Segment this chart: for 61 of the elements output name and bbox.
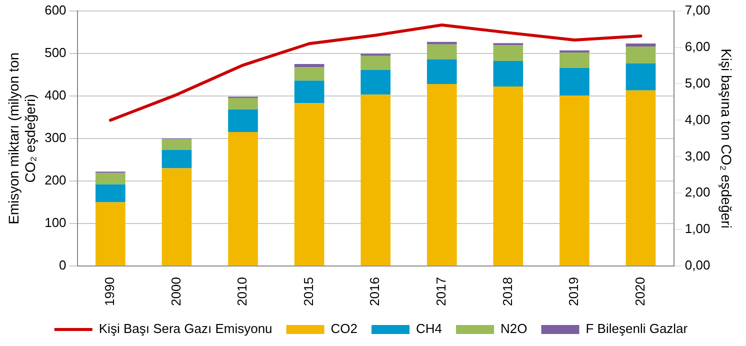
bar	[426, 59, 457, 84]
y2-tick-label: 6,00	[684, 38, 710, 54]
legend-label: N2O	[500, 321, 528, 336]
y-tick-label: 300	[44, 130, 66, 146]
legend-label: Kişi Başı Sera Gazı Emisyonu	[98, 321, 272, 336]
bar	[228, 110, 258, 132]
x-tick-label: 2015	[300, 277, 316, 306]
x-tick-label: 2019	[566, 277, 582, 306]
bar	[228, 132, 258, 266]
bar	[360, 56, 391, 70]
bar	[426, 42, 457, 44]
bar	[493, 86, 524, 266]
x-tick-label: 1990	[102, 277, 118, 306]
y-tick-label: 500	[44, 44, 66, 60]
bar	[294, 80, 324, 104]
bar	[162, 150, 192, 168]
y2-tick-label: 0,00	[684, 258, 710, 273]
y2-tick-label: 7,00	[684, 2, 710, 18]
bar	[96, 202, 126, 266]
y-tick-label: 0	[59, 258, 66, 273]
bar	[626, 44, 656, 47]
bar	[162, 168, 192, 266]
y2-axis-title: Kişi başına ton CO₂ eşdeğeri	[718, 48, 735, 228]
y2-tick-label: 5,00	[684, 75, 710, 90]
bar	[294, 103, 324, 266]
bar	[360, 70, 391, 95]
y-tick-label: 600	[44, 2, 66, 18]
bar	[426, 84, 457, 266]
bar	[626, 90, 656, 266]
x-tick-label: 2000	[168, 277, 184, 306]
y2-tick-label: 3,00	[684, 148, 710, 164]
y-tick-label: 200	[44, 172, 66, 188]
y-tick-label: 400	[44, 87, 66, 102]
x-tick-label: 2018	[500, 277, 515, 306]
bar	[96, 172, 126, 184]
bar	[493, 61, 524, 87]
y2-tick-label: 2,00	[684, 184, 710, 200]
x-tick-label: 2016	[367, 277, 382, 306]
x-tick-label: 2010	[234, 277, 250, 306]
bar	[560, 95, 590, 266]
y-axis-title: Emisyon miktarı (milyon ton CO₂ eşdeğeri)	[5, 52, 38, 224]
bar	[96, 184, 126, 202]
bar	[162, 139, 192, 150]
bar	[228, 98, 258, 110]
legend-label: CO2	[330, 321, 358, 336]
y-tick-label: 100	[44, 215, 66, 230]
bar	[294, 64, 324, 67]
bar	[560, 68, 590, 96]
bar	[294, 66, 324, 81]
bar	[426, 44, 457, 60]
x-tick-label: 2020	[632, 277, 648, 306]
y2-tick-label: 1,00	[684, 221, 710, 236]
bar	[626, 46, 656, 64]
bar	[493, 45, 524, 62]
bar	[360, 94, 391, 266]
y2-tick-label: 4,00	[684, 112, 710, 127]
legend-label: F Bileşenli Gazlar	[586, 321, 688, 336]
x-tick-label: 2017	[433, 277, 448, 306]
bar	[626, 64, 656, 90]
legend-label: CH4	[416, 321, 442, 336]
bar	[560, 52, 590, 68]
